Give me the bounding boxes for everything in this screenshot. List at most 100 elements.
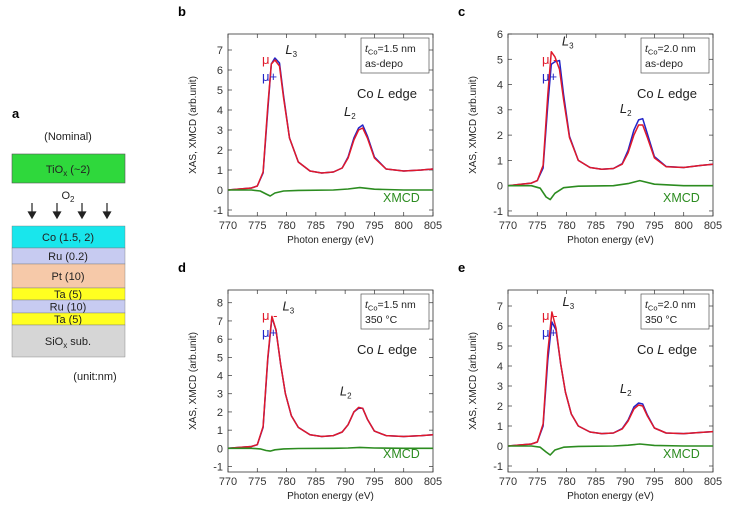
x-tick-label: 790 xyxy=(336,220,354,232)
x-tick-label: 770 xyxy=(219,220,237,232)
series-line-xmcd xyxy=(508,443,713,456)
condition-state: as-depo xyxy=(365,58,403,70)
panel-letter-b: b xyxy=(178,4,186,19)
series-line-xmcd xyxy=(228,186,433,197)
y-tick-label: 6 xyxy=(217,334,223,346)
stack-layer-label: Co (1.5, 2) xyxy=(42,232,94,244)
y-tick-label: 0 xyxy=(217,185,223,197)
x-axis-title: Photon energy (eV) xyxy=(287,235,374,246)
series-line-mu-minus xyxy=(507,50,714,187)
y-tick-label: 2 xyxy=(217,407,223,419)
panel-letter-e: e xyxy=(458,260,465,275)
y-tick-label: 4 xyxy=(217,105,223,117)
plot-frame xyxy=(227,33,434,217)
condition-box xyxy=(640,37,710,74)
xmcd-label: XMCD xyxy=(663,191,700,205)
panel-letter-a: a xyxy=(12,106,20,121)
legend-mu-plus: μ+ xyxy=(542,325,557,340)
stack-layer-label: Ru (0.2) xyxy=(48,251,88,263)
x-tick-label: 790 xyxy=(616,220,634,232)
y-tick-label: 7 xyxy=(217,316,223,328)
y-tick-label: 3 xyxy=(497,381,503,393)
y-tick-label: 6 xyxy=(497,29,503,41)
y-tick-label: 0 xyxy=(497,181,503,193)
peak-label-l2: L2 xyxy=(620,381,632,398)
y-tick-label: 0 xyxy=(497,441,503,453)
series-line-mu-minus xyxy=(227,315,434,450)
plot-frame xyxy=(507,289,714,473)
series-line-xmcd xyxy=(228,446,433,452)
y-tick-label: 6 xyxy=(497,321,503,333)
panel-letter-d: d xyxy=(178,260,186,275)
o2-arrows xyxy=(27,203,112,220)
plot-frame xyxy=(507,33,714,217)
condition-thickness: tCo=1.5 nm xyxy=(365,299,416,313)
y-tick-label: 8 xyxy=(217,298,223,310)
x-axis-title: Photon energy (eV) xyxy=(567,235,654,246)
x-tick-label: 780 xyxy=(277,476,295,488)
x-tick-label: 770 xyxy=(499,476,517,488)
stack-layer-label: Ta (5) xyxy=(54,314,82,326)
o2-label: O2 xyxy=(61,190,75,204)
y-tick-label: 1 xyxy=(217,165,223,177)
x-tick-label: 800 xyxy=(675,476,693,488)
y-tick-label: 2 xyxy=(217,145,223,157)
x-tick-label: 805 xyxy=(704,220,722,232)
layer-stack-panel: a (Nominal) TiOx (~2) O2 Co (1.5, 2) Ru (… xyxy=(11,106,126,383)
stack-layer-label: Ru (10) xyxy=(50,302,87,314)
x-tick-label: 785 xyxy=(587,220,605,232)
layer-list: Co (1.5, 2) Ru (0.2) Pt (10) Ta (5)Ru (10)T… xyxy=(11,225,126,358)
x-tick-label: 785 xyxy=(587,476,605,488)
x-tick-label: 775 xyxy=(248,220,266,232)
y-tick-label: 1 xyxy=(497,421,503,433)
legend-mu-plus: μ+ xyxy=(542,69,557,84)
peak-label-l2: L2 xyxy=(344,104,356,121)
peak-label-l3: L3 xyxy=(562,34,574,51)
xmcd-label: XMCD xyxy=(383,191,420,205)
y-tick-label: 2 xyxy=(497,401,503,413)
x-tick-label: 775 xyxy=(528,476,546,488)
legend-mu-minus: μ - xyxy=(542,52,557,67)
y-tick-label: 5 xyxy=(217,352,223,364)
x-tick-label: 785 xyxy=(307,220,325,232)
y-tick-label: 3 xyxy=(217,125,223,137)
y-tick-label: -1 xyxy=(493,206,503,218)
legend-mu-minus: μ - xyxy=(262,52,277,67)
stack-layer-label: Pt (10) xyxy=(51,271,84,283)
x-tick-label: 775 xyxy=(528,220,546,232)
y-tick-label: 1 xyxy=(217,425,223,437)
y-tick-label: 6 xyxy=(217,65,223,77)
arrow-icon xyxy=(27,203,37,220)
x-tick-label: 770 xyxy=(499,220,517,232)
x-tick-label: 795 xyxy=(365,476,383,488)
x-tick-label: 805 xyxy=(424,476,442,488)
peak-label-l3: L3 xyxy=(285,42,297,59)
y-tick-label: 2 xyxy=(497,130,503,142)
y-tick-label: -1 xyxy=(493,461,503,473)
x-tick-label: 795 xyxy=(645,476,663,488)
x-tick-label: 780 xyxy=(557,220,575,232)
xmcd-label: XMCD xyxy=(383,447,420,461)
x-tick-label: 800 xyxy=(675,220,693,232)
chart-panel-c: c 770 775 780 785 790 795 800 805 -1 0 1 2 3 4 5 6 Photon… xyxy=(458,4,722,246)
y-axis-title: XAS, XMCD (arb.unit) xyxy=(188,76,199,174)
chart-panel-e: e 770 775 780 785 790 795 800 805 -1 0 1 2 3 4 5 6 7 Photo… xyxy=(458,260,722,502)
x-tick-label: 770 xyxy=(219,476,237,488)
y-tick-label: 5 xyxy=(217,85,223,97)
arrow-icon xyxy=(77,203,87,220)
legend-mu-minus: μ - xyxy=(542,308,557,323)
series-line-mu-minus xyxy=(507,311,714,447)
x-tick-label: 780 xyxy=(277,220,295,232)
nominal-label: (Nominal) xyxy=(44,131,92,143)
x-tick-label: 775 xyxy=(248,476,266,488)
tiox-label: TiOx (~2) xyxy=(46,164,90,178)
plot-frame xyxy=(227,289,434,473)
y-axis-title: XAS, XMCD (arb.unit) xyxy=(468,332,479,430)
stack-layer-label: Ta (5) xyxy=(54,289,82,301)
x-axis-title: Photon energy (eV) xyxy=(567,491,654,502)
chart-panel-d: d 770 775 780 785 790 795 800 805 -1 0 1 2 3 4 5 6 7 8 Phot… xyxy=(178,260,442,502)
y-axis-title: XAS, XMCD (arb.unit) xyxy=(468,76,479,174)
condition-thickness: tCo=2.0 nm xyxy=(645,43,696,57)
